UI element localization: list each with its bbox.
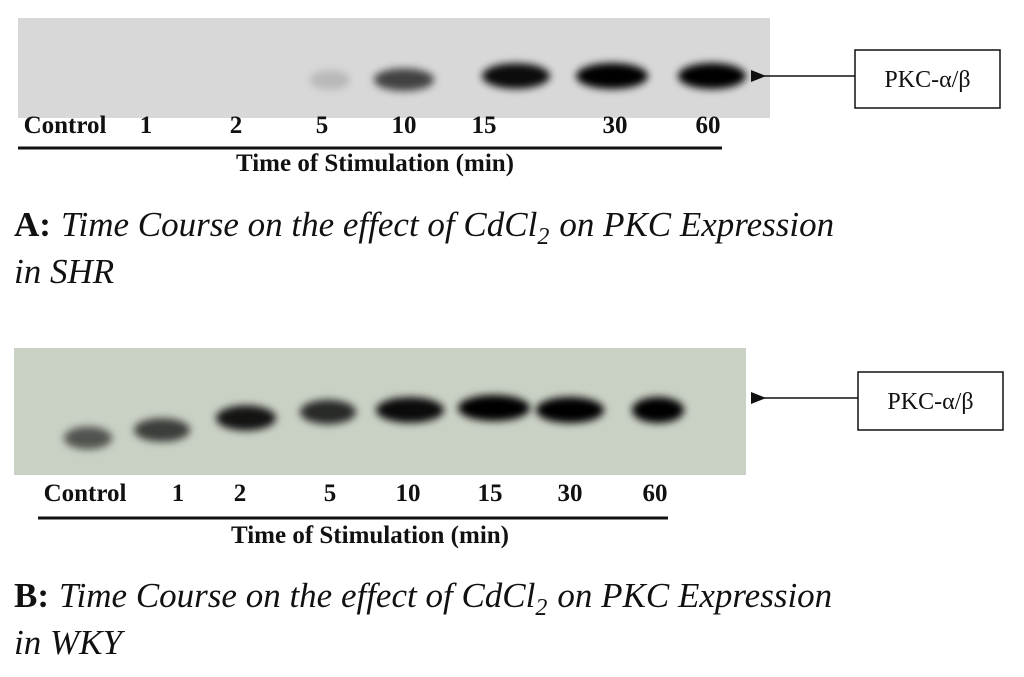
- caption-subscript: 2: [537, 224, 549, 250]
- lane-label: 5: [324, 480, 337, 507]
- caption-line2: in SHR: [14, 252, 114, 291]
- label-box: [857, 371, 1004, 431]
- lane-label: 1: [172, 480, 185, 507]
- band: [374, 68, 434, 92]
- band: [300, 399, 356, 425]
- lane-label: 15: [478, 480, 503, 507]
- band: [536, 397, 604, 423]
- lane-label: 30: [558, 480, 583, 507]
- band: [482, 63, 550, 89]
- bands: [64, 395, 684, 450]
- caption-subscript: 2: [535, 595, 547, 621]
- lane-label: 30: [603, 112, 628, 139]
- band: [310, 70, 350, 90]
- caption: A: Time Course on the effect of CdCl2 on P…: [14, 205, 834, 250]
- caption: B: Time Course on the effect of CdCl2 on P…: [14, 576, 832, 621]
- caption-text: Time Course on the effect of CdCl: [61, 205, 537, 244]
- lane-label: 60: [643, 480, 668, 507]
- lane-label: 10: [392, 112, 417, 139]
- band: [678, 63, 746, 89]
- blot-image: [18, 18, 770, 118]
- caption-label: B:: [14, 576, 49, 615]
- band-label: PKC-α/β: [887, 389, 973, 415]
- lane-label: Control: [44, 480, 127, 507]
- lane-label: 2: [234, 480, 247, 507]
- band: [376, 397, 444, 423]
- band: [458, 395, 530, 421]
- lane-label: Control: [24, 112, 107, 139]
- lane-label: 2: [230, 112, 243, 139]
- lane-label: 15: [472, 112, 497, 139]
- caption-text: on PKC Expression: [559, 205, 834, 244]
- band: [64, 426, 112, 450]
- lane-label: 10: [396, 480, 421, 507]
- axis-label: Time of Stimulation (min): [236, 150, 514, 177]
- lane-label: 5: [316, 112, 329, 139]
- axis-label: Time of Stimulation (min): [231, 522, 509, 549]
- caption-text: Time Course on the effect of CdCl: [59, 576, 535, 615]
- caption-label: A:: [14, 205, 51, 244]
- label-box: [854, 49, 1001, 109]
- caption-line2: in WKY: [14, 623, 125, 662]
- band-label: PKC-α/β: [884, 67, 970, 93]
- bands: [310, 63, 746, 92]
- band: [216, 405, 276, 431]
- lane-label: 60: [696, 112, 721, 139]
- caption-text: on PKC Expression: [557, 576, 832, 615]
- band: [134, 418, 190, 442]
- band: [576, 63, 648, 89]
- band: [632, 397, 684, 423]
- lane-label: 1: [140, 112, 153, 139]
